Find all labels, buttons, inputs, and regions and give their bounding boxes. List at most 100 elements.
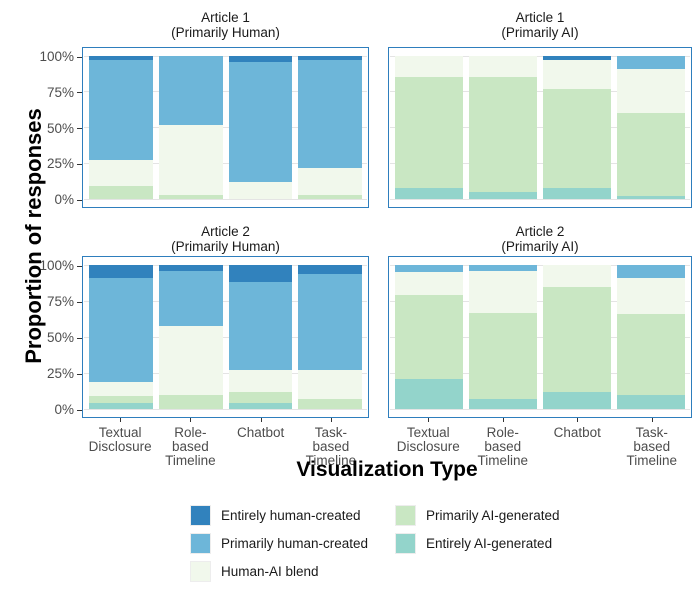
x-axis-left: Textual Disclosure Role-based Timeline Chatb… bbox=[82, 418, 369, 468]
bar-segment-entirely-ai bbox=[395, 187, 463, 199]
legend-swatch-entirely-ai bbox=[395, 533, 416, 554]
bar-segment-primarily-ai bbox=[617, 113, 685, 197]
stacked-bar bbox=[617, 56, 685, 199]
stacked-bar bbox=[228, 56, 293, 199]
x-tick-label-line2: Timeline bbox=[477, 453, 528, 468]
x-tick-label-line2: Disclosure bbox=[88, 439, 152, 454]
y-tick-label: 0% bbox=[54, 402, 74, 417]
gridline bbox=[390, 162, 690, 164]
gridline bbox=[84, 55, 367, 57]
stacked-bar bbox=[298, 56, 362, 199]
y-tick-mark bbox=[77, 56, 82, 58]
stacked-bar bbox=[89, 265, 153, 409]
gridline bbox=[84, 127, 367, 128]
bar-segment-primarily-human bbox=[158, 56, 223, 125]
stacked-bar bbox=[543, 56, 611, 199]
bar-segment-primarily-ai bbox=[298, 398, 362, 409]
bar-segment-primarily-ai bbox=[543, 88, 611, 188]
x-tick-label-line1: Chatbot bbox=[553, 425, 601, 440]
stacked-bar bbox=[395, 265, 463, 409]
bar-segment-primarily-human bbox=[228, 282, 293, 371]
bar-segment-entirely-ai bbox=[228, 403, 293, 409]
x-tick-label-line1: Role-based bbox=[171, 425, 209, 454]
bar-segment-entirely-human bbox=[228, 265, 293, 283]
x-tick-label-line1: Textual bbox=[98, 425, 142, 440]
y-tick-label: 25% bbox=[46, 366, 74, 381]
facet-title-article2-ai: Article 2 (Primarily AI) bbox=[388, 224, 692, 254]
bar-segment-primarily-human bbox=[228, 61, 293, 182]
x-tick-label-line1: Task-based bbox=[312, 425, 350, 454]
stacked-bar bbox=[395, 56, 463, 199]
facet-title-line1: Article 2 bbox=[201, 224, 250, 239]
bars-container bbox=[83, 257, 368, 417]
y-tick-mark bbox=[77, 128, 82, 129]
bar-segment-primarily-ai bbox=[395, 295, 463, 379]
facet-title-line2: (Primarily AI) bbox=[501, 25, 579, 40]
x-tick-mark bbox=[330, 418, 332, 422]
y-tick-mark bbox=[77, 373, 82, 375]
bar-segment-human-ai-blend bbox=[89, 381, 153, 397]
facet-title-article1-human: Article 1 (Primarily Human) bbox=[82, 10, 369, 40]
stacked-bar bbox=[158, 265, 223, 409]
bar-segment-entirely-ai bbox=[469, 191, 537, 199]
gridline bbox=[390, 336, 690, 338]
bar-segment-human-ai-blend bbox=[395, 56, 463, 78]
x-tick-label-line2: Disclosure bbox=[396, 439, 460, 454]
x-tick-label-line1: Task-based bbox=[633, 425, 671, 454]
x-tick-mark bbox=[577, 418, 579, 422]
bar-segment-entirely-ai bbox=[543, 187, 611, 199]
bar-segment-primarily-ai bbox=[469, 312, 537, 399]
legend: Entirely human-created Primarily human-cr… bbox=[0, 505, 698, 590]
bar-segment-human-ai-blend bbox=[298, 370, 362, 399]
bar-segment-human-ai-blend bbox=[617, 68, 685, 114]
bar-segment-human-ai-blend bbox=[158, 325, 223, 395]
bar-segment-human-ai-blend bbox=[228, 181, 293, 199]
bar-segment-entirely-ai bbox=[469, 398, 537, 409]
bar-segment-human-ai-blend bbox=[298, 167, 362, 195]
gridline bbox=[84, 198, 367, 200]
legend-label: Primarily human-created bbox=[221, 536, 369, 551]
bar-segment-entirely-ai bbox=[617, 394, 685, 409]
facet-title-line1: Article 2 bbox=[515, 224, 565, 239]
y-tick-label: 100% bbox=[39, 49, 74, 64]
gridline bbox=[390, 91, 690, 93]
gridline bbox=[390, 264, 690, 266]
x-tick-mark bbox=[651, 418, 653, 422]
bar-segment-entirely-ai bbox=[395, 378, 463, 409]
bar-segment-human-ai-blend bbox=[395, 272, 463, 296]
legend-item-primarily-ai: Primarily AI-generated bbox=[395, 505, 560, 526]
x-axis-category: Chatbot bbox=[543, 418, 612, 468]
x-tick-label-line2: Timeline bbox=[626, 453, 677, 468]
x-tick-label-line1: Textual bbox=[406, 425, 450, 440]
gridline bbox=[84, 408, 367, 410]
legend-label: Entirely AI-generated bbox=[426, 536, 553, 551]
x-tick-label: Role-based Timeline bbox=[469, 426, 538, 468]
stacked-bar bbox=[89, 56, 153, 199]
x-axis-category: Task-based Timeline bbox=[618, 418, 687, 468]
panel-article2-ai bbox=[388, 256, 692, 418]
bar-segment-human-ai-blend bbox=[158, 124, 223, 195]
panel-article1-human bbox=[82, 47, 369, 208]
bar-segment-primarily-human bbox=[89, 60, 153, 161]
x-axis-category: Role-based Timeline bbox=[158, 418, 222, 468]
bar-segment-human-ai-blend bbox=[543, 60, 611, 89]
bar-segment-primarily-human bbox=[617, 265, 685, 278]
stacked-bar bbox=[543, 265, 611, 409]
bar-segment-entirely-human bbox=[89, 56, 153, 61]
bar-segment-primarily-human bbox=[89, 278, 153, 382]
facet-title-article1-ai: Article 1 (Primarily AI) bbox=[388, 10, 692, 40]
gridline bbox=[390, 127, 690, 128]
bar-segment-primarily-ai bbox=[469, 77, 537, 192]
y-tick-label: 75% bbox=[46, 294, 74, 309]
bar-segment-entirely-human bbox=[543, 56, 611, 61]
bar-segment-primarily-ai bbox=[298, 194, 362, 199]
legend-label: Human-AI blend bbox=[221, 564, 319, 579]
bar-segment-entirely-human bbox=[89, 265, 153, 278]
gridline bbox=[84, 264, 367, 266]
x-tick-label-line2: Timeline bbox=[305, 453, 357, 468]
gridline bbox=[390, 372, 690, 374]
x-tick-label-line1: Role-based bbox=[484, 425, 522, 454]
y-tick-mark bbox=[77, 409, 82, 411]
x-axis-category: Task-based Timeline bbox=[299, 418, 363, 468]
